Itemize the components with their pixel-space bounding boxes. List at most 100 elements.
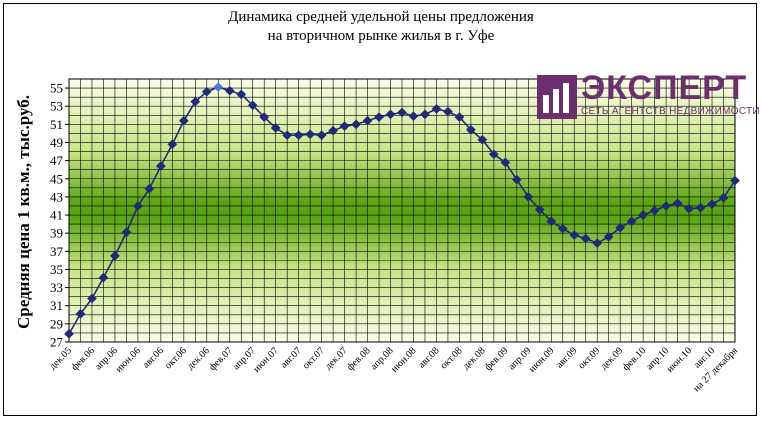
data-point-marker	[98, 272, 109, 283]
y-tick-label: 35	[50, 262, 63, 277]
x-tick-label: июн.07	[251, 345, 280, 374]
y-tick-label: 45	[50, 171, 63, 186]
data-point-marker	[684, 203, 695, 214]
data-point-marker	[167, 139, 178, 150]
data-point-marker	[75, 308, 86, 319]
data-point-marker	[385, 109, 396, 120]
y-tick-label: 29	[50, 316, 63, 331]
data-point-marker	[201, 86, 212, 97]
data-point-marker	[580, 233, 591, 244]
data-point-marker	[236, 89, 247, 100]
x-tick-label: авг.09	[554, 345, 579, 370]
chart-title: Динамика средней удельной цены предложен…	[228, 9, 534, 25]
x-tick-label: дек.09	[599, 345, 626, 372]
y-tick-label: 43	[50, 189, 63, 204]
chart-subtitle: на вторичном рынке жилья в г. Уфе	[267, 28, 495, 44]
data-point-marker	[454, 112, 465, 123]
data-point-marker	[672, 198, 683, 209]
axes	[68, 78, 736, 343]
x-tick-label: фев.09	[483, 345, 511, 373]
data-point-marker	[603, 231, 614, 242]
x-tick-label: фев.07	[207, 345, 235, 373]
y-tick-label: 47	[50, 153, 64, 168]
data-point-marker	[534, 204, 545, 215]
data-point-marker	[626, 216, 637, 227]
y-tick-label: 39	[50, 226, 63, 241]
x-tick-labels: дек.05фев.06апр.06июн.06авг.06окт.06дек.…	[47, 345, 740, 394]
x-tick-label: авг.08	[416, 345, 441, 370]
data-point-marker	[328, 125, 339, 136]
data-point-marker	[155, 161, 166, 172]
data-point-marker	[615, 222, 626, 233]
data-point-marker	[178, 115, 189, 126]
data-point-marker	[420, 109, 430, 120]
logo-tagline: СЕТЬ АГЕНТСТВ НЕДВИЖИМОСТИ	[581, 106, 760, 117]
data-point-marker	[213, 82, 224, 93]
x-tick-label: июн.06	[114, 345, 143, 374]
x-tick-label: авг.07	[279, 345, 304, 370]
series-line	[64, 82, 740, 339]
data-point-marker	[282, 130, 293, 141]
x-tick-label: окт.08	[438, 345, 464, 371]
data-point-marker	[132, 201, 143, 211]
data-point-marker	[557, 223, 568, 234]
x-tick-label: окт.06	[163, 345, 189, 371]
data-point-marker	[546, 216, 557, 227]
y-tick-label: 49	[50, 135, 63, 150]
data-point-marker	[431, 103, 442, 114]
logo-mark-icon	[537, 75, 577, 119]
data-point-marker	[661, 201, 672, 211]
data-point-marker	[511, 174, 522, 185]
y-tick-label: 41	[50, 208, 63, 223]
x-tick-label: авг.06	[141, 345, 166, 370]
y-tick-label: 33	[50, 280, 63, 295]
data-point-marker	[695, 202, 706, 213]
data-point-marker	[592, 238, 603, 249]
data-point-marker	[465, 124, 476, 135]
data-point-marker	[121, 227, 132, 238]
x-tick-label: фев.06	[69, 345, 97, 373]
data-point-marker	[408, 111, 419, 122]
data-point-marker	[638, 210, 649, 220]
data-point-marker	[293, 130, 304, 141]
y-tick-label: 51	[50, 117, 63, 132]
y-tick-label: 53	[50, 99, 63, 114]
x-tick-label: июн.10	[665, 345, 694, 374]
logo-name: ЭКСПЕРТ	[581, 69, 748, 107]
data-point-marker	[190, 96, 201, 107]
x-tick-label: июн.09	[527, 345, 556, 374]
y-tick-labels: 27 29 31 33 35 37 39 41 43 45 47 49 51 53 55	[50, 81, 69, 350]
x-tick-label: окт.07	[301, 345, 327, 371]
data-point-marker	[305, 129, 316, 140]
data-point-marker	[374, 112, 384, 123]
data-point-marker	[442, 106, 453, 117]
data-point-marker	[259, 112, 270, 123]
data-point-marker	[707, 199, 717, 210]
data-point-marker	[523, 191, 534, 202]
y-tick-label: 27	[50, 335, 64, 350]
data-point-marker	[247, 100, 258, 111]
data-point-marker	[397, 107, 407, 118]
chart-title-block: Динамика средней удельной цены предложен…	[0, 8, 762, 46]
x-tick-label: дек.06	[185, 345, 212, 372]
data-point-marker	[500, 157, 511, 168]
data-point-marker	[362, 115, 373, 126]
data-point-marker	[730, 175, 740, 186]
y-tick-label: 31	[50, 298, 63, 313]
x-tick-label: июн.08	[389, 345, 418, 374]
data-point-marker	[109, 250, 120, 261]
x-tick-label: фев.10	[621, 345, 649, 373]
data-point-marker	[488, 149, 499, 160]
expert-logo: ЭКСПЕРТ СЕТЬ АГЕНТСТВ НЕДВИЖИМОСТИ	[537, 69, 760, 119]
data-point-marker	[316, 130, 327, 141]
data-point-marker	[718, 192, 729, 203]
x-tick-label: дек.08	[461, 345, 488, 372]
data-point-marker	[351, 119, 362, 130]
data-point-marker	[224, 85, 235, 96]
data-point-marker	[477, 134, 488, 145]
data-point-marker	[649, 205, 660, 216]
data-point-marker	[144, 183, 155, 194]
data-point-marker	[87, 293, 97, 304]
y-tick-label: 37	[50, 244, 64, 259]
data-point-marker	[339, 121, 350, 132]
